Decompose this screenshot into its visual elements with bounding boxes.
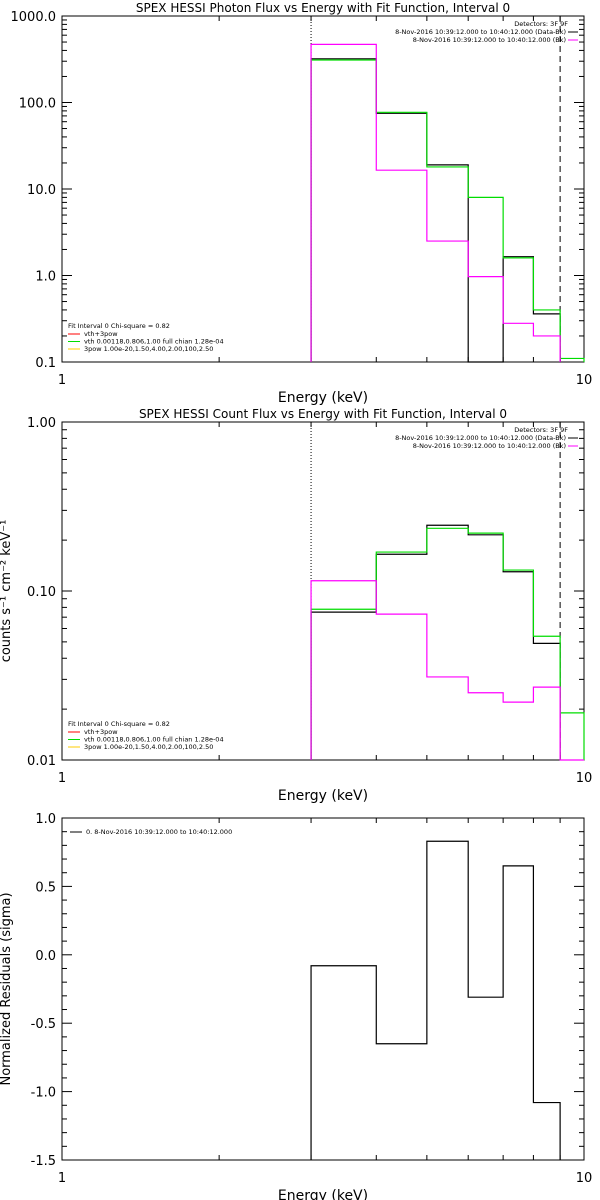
- series-histogram-1: [310, 840, 561, 1160]
- panel-1: SPEX HESSI Photon Flux vs Energy with Fi…: [11, 1, 593, 406]
- panel-2: SPEX HESSI Count Flux vs Energy with Fit…: [0, 407, 592, 804]
- y-tick-label: 0.01: [27, 754, 56, 769]
- legend-entry: 8-Nov-2016 10:39:12.000 to 10:40:12.000 …: [395, 434, 566, 442]
- plot-frame: [61, 421, 585, 761]
- legend-title: Detectors: 3F 9F: [514, 20, 568, 28]
- series-histogram-3: [310, 580, 584, 761]
- y-tick-label: 1000.0: [11, 10, 57, 25]
- series-histogram-2: [310, 527, 585, 760]
- legend-fit-entry: vth 0.00118,0.806,1.00 full chian 1.28e-…: [84, 736, 224, 744]
- y-tick-label: 1.0: [35, 812, 56, 827]
- legend-fit: Fit Interval 0 Chi-square = 0.82vth+3pow…: [68, 322, 224, 353]
- x-axis-label: Energy (keV): [278, 788, 368, 804]
- legend-top: Detectors: 3F 9F8-Nov-2016 10:39:12.000 …: [395, 20, 578, 44]
- legend-entry: 8-Nov-2016 10:39:12.000 to 10:40:12.000 …: [413, 442, 566, 450]
- legend-fit-title: Fit Interval 0 Chi-square = 0.82: [68, 322, 170, 330]
- legend-entry: 8-Nov-2016 10:39:12.000 to 10:40:12.000 …: [395, 28, 566, 36]
- legend-entry: 8-Nov-2016 10:39:12.000 to 10:40:12.000 …: [413, 36, 566, 44]
- legend-title: Detectors: 3F 9F: [514, 426, 568, 434]
- y-tick-label: -1.0: [31, 1086, 56, 1101]
- y-tick-label: 0.5: [35, 880, 56, 895]
- legend-fit-entry: 3pow 1.00e-20,1.50,4.00,2.00,100,2.50: [84, 345, 213, 353]
- y-tick-label: 0.10: [27, 585, 56, 600]
- y-axis-label: counts s⁻¹ cm⁻² keV⁻¹: [0, 520, 14, 663]
- legend-top: Detectors: 3F 9F8-Nov-2016 10:39:12.000 …: [395, 426, 578, 450]
- y-tick-label: 1.00: [27, 416, 56, 431]
- series-histogram-1: [310, 58, 561, 363]
- y-tick-label: 10.0: [27, 183, 56, 198]
- x-axis-label: Energy (keV): [278, 1188, 368, 1200]
- x-tick-label: 1: [58, 1171, 66, 1186]
- chart-title: SPEX HESSI Count Flux vs Energy with Fit…: [139, 407, 507, 421]
- y-tick-label: 0.0: [35, 949, 56, 964]
- y-tick-label: -0.5: [31, 1017, 56, 1032]
- x-tick-label: 1: [58, 373, 66, 388]
- x-tick-label: 10: [576, 1171, 593, 1186]
- panel-3: 1 10 -1.5 -1.0 -0.5 0.0 0.5 1.0 Energy (keV) Norm…: [0, 812, 592, 1200]
- legend-fit: Fit Interval 0 Chi-square = 0.82vth+3pow…: [68, 720, 224, 751]
- y-axis-label: Normalized Residuals (sigma): [0, 892, 14, 1085]
- series-histogram-1: [310, 524, 561, 760]
- legend-fit-title: Fit Interval 0 Chi-square = 0.82: [68, 720, 170, 728]
- legend-fit-entry: vth+3pow: [84, 330, 118, 338]
- legend-entry: 0. 8-Nov-2016 10:39:12.000 to 10:40:12.0…: [86, 828, 232, 836]
- series-histogram-2: [310, 59, 585, 362]
- x-tick-label: 1: [58, 771, 66, 786]
- legend-fit-entry: 3pow 1.00e-20,1.50,4.00,2.00,100,2.50: [84, 743, 213, 751]
- y-tick-label: 1.0: [35, 270, 56, 285]
- x-tick-label: 10: [576, 771, 593, 786]
- y-tick-label: 0.1: [35, 356, 56, 371]
- plot-frame: [61, 817, 585, 1161]
- legend-top: 0. 8-Nov-2016 10:39:12.000 to 10:40:12.0…: [70, 828, 232, 836]
- x-axis-label: Energy (keV): [278, 390, 368, 406]
- legend-fit-entry: vth+3pow: [84, 728, 118, 736]
- y-tick-label: 100.0: [19, 97, 56, 112]
- x-tick-label: 10: [576, 373, 593, 388]
- y-tick-label: -1.5: [31, 1154, 56, 1169]
- chart-title: SPEX HESSI Photon Flux vs Energy with Fi…: [136, 1, 510, 15]
- legend-fit-entry: vth 0.00118,0.806,1.00 full chian 1.28e-…: [84, 338, 224, 346]
- series-histogram-3: [310, 43, 561, 362]
- plot-frame: [61, 15, 585, 363]
